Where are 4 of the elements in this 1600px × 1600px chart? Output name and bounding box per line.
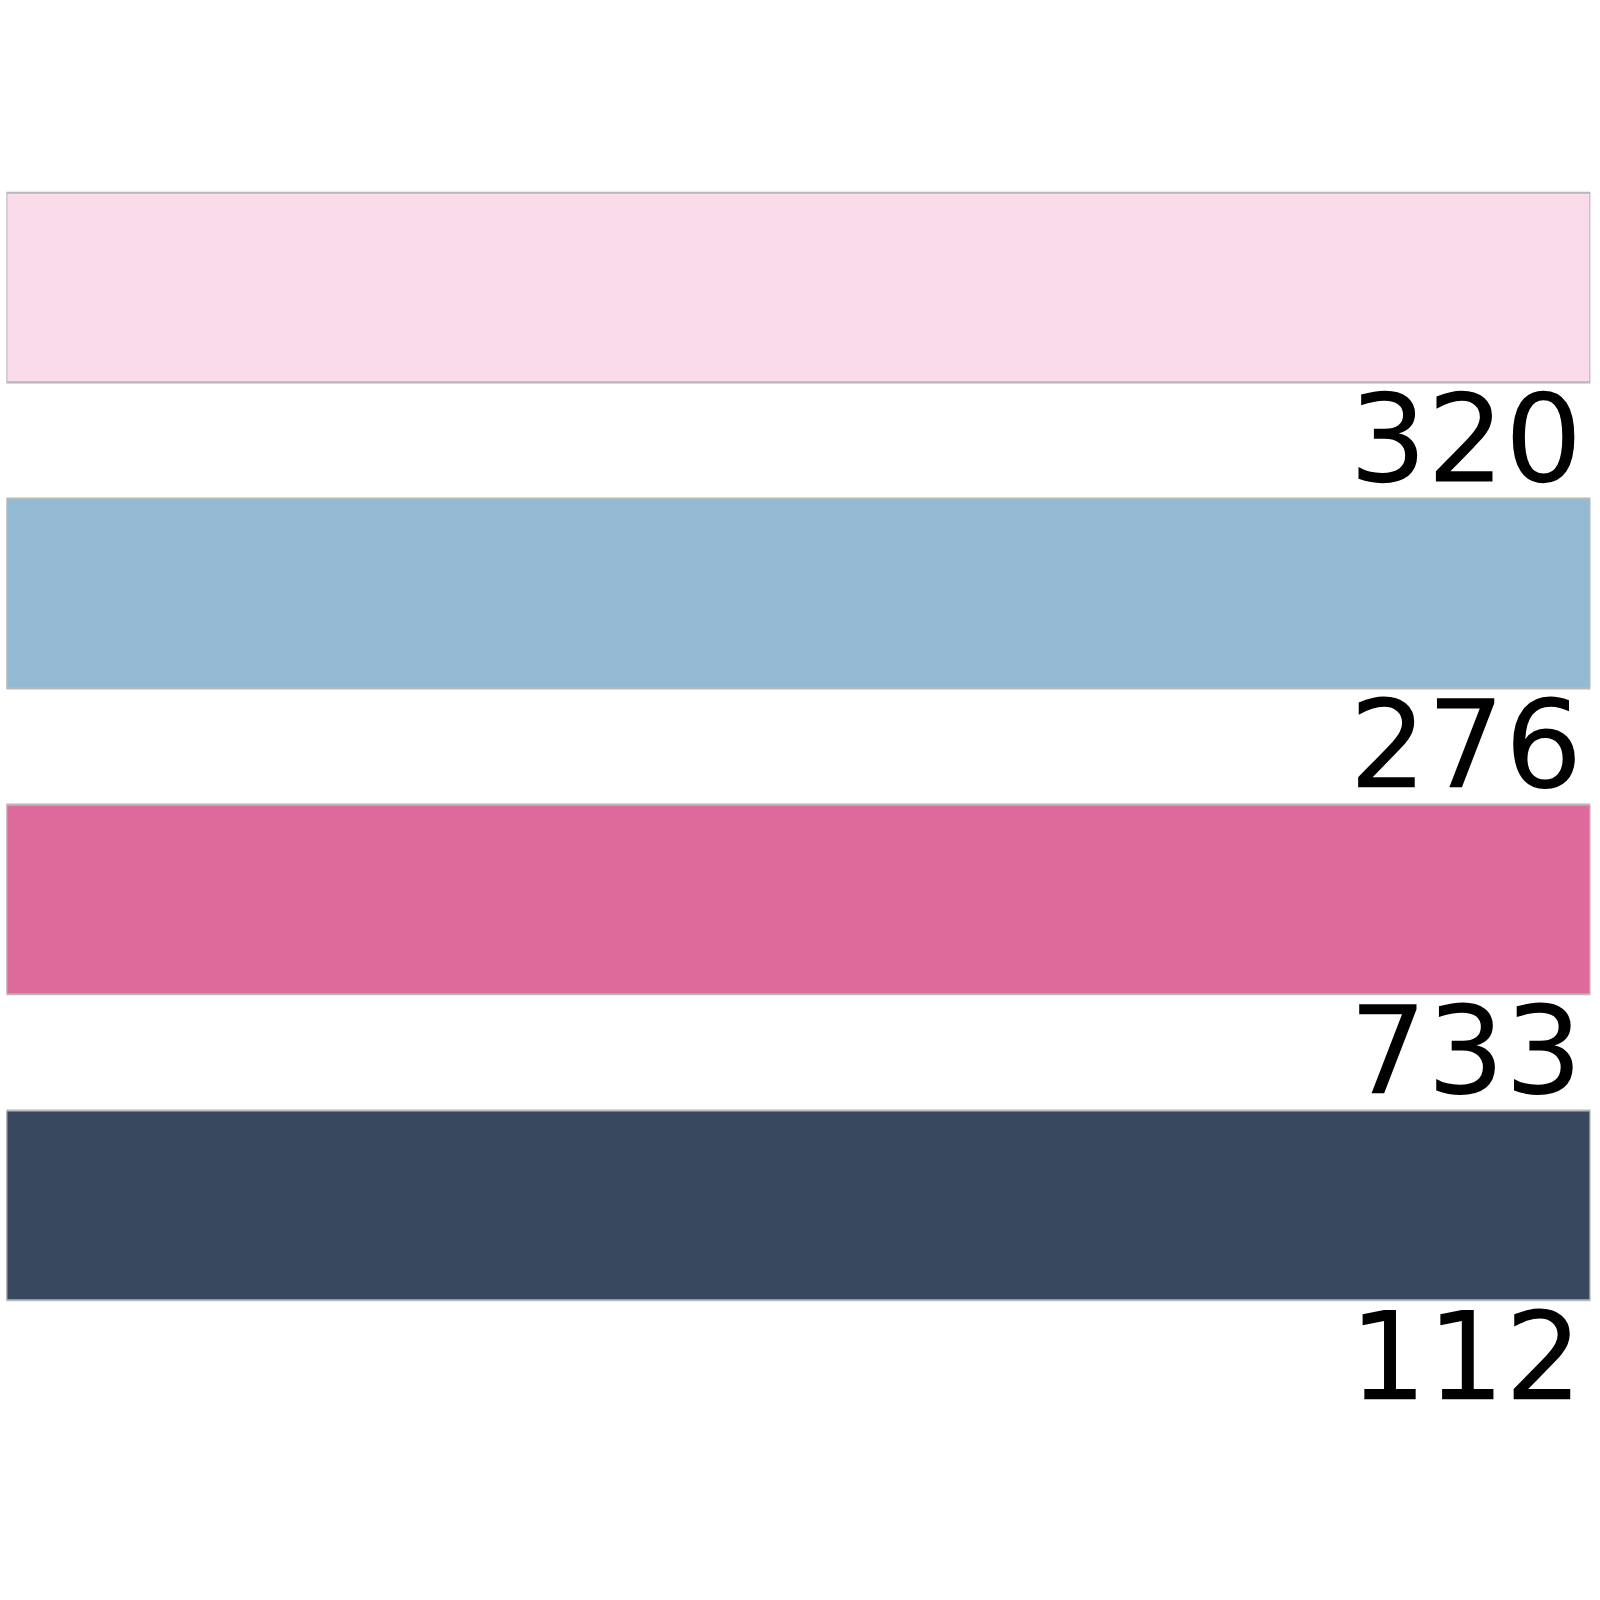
data-label: 112 xyxy=(1362,1308,1571,1400)
data-label: 276 xyxy=(1358,696,1575,790)
data-label: 320 xyxy=(1358,390,1575,484)
data-label: 733 xyxy=(1359,1002,1573,1095)
